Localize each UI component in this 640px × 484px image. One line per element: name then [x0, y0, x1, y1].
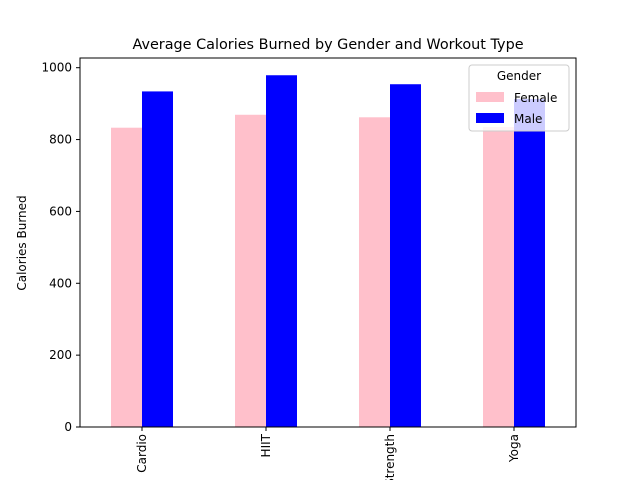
bar-female-strength	[359, 117, 390, 427]
bars	[111, 75, 545, 428]
y-tick-label-200: 200	[49, 348, 72, 362]
y-axis-label: Calories Burned	[15, 195, 29, 290]
axis-ticks: Cardio HIIT Strength Yoga 0 200 400 600 800 1000	[41, 61, 521, 484]
y-tick-label-600: 600	[49, 204, 72, 218]
chart-title: Average Calories Burned by Gender and Wo…	[132, 37, 523, 53]
y-tick-label-400: 400	[49, 276, 72, 290]
x-tick-label-hiit: HIIT	[259, 433, 273, 457]
legend-label-male: Male	[514, 112, 542, 126]
y-tick-label-1000: 1000	[41, 61, 72, 75]
x-tick-label-strength: Strength	[383, 434, 397, 480]
bar-male-hiit	[266, 75, 297, 428]
bar-male-strength	[390, 84, 421, 427]
legend-swatch-female	[476, 92, 504, 102]
y-tick-label-800: 800	[49, 133, 72, 147]
bar-male-yoga	[514, 98, 545, 427]
legend-title: Gender	[497, 69, 541, 83]
y-tick-label-0: 0	[64, 420, 72, 434]
plot-frame	[79, 57, 577, 428]
bar-female-cardio	[111, 127, 142, 428]
bar-male-cardio	[142, 91, 173, 428]
bar-female-yoga	[483, 126, 514, 427]
bar-female-hiit	[235, 114, 266, 428]
x-tick-label-cardio: Cardio	[135, 434, 149, 473]
x-tick-label-yoga: Yoga	[507, 434, 521, 463]
legend: Gender Female Male	[468, 64, 570, 132]
legend-swatch-male	[476, 113, 504, 123]
legend-label-female: Female	[514, 91, 557, 105]
